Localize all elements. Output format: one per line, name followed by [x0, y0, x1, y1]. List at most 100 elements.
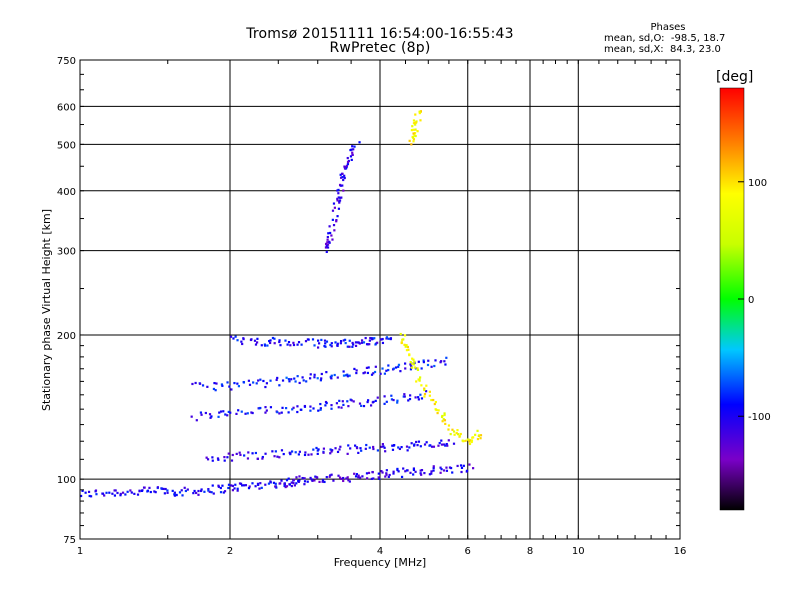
echo-point [183, 486, 186, 489]
echo-point [316, 476, 319, 479]
echo-point [340, 196, 343, 199]
echo-point [383, 402, 386, 405]
echo-point [474, 433, 477, 436]
echo-point [211, 456, 214, 459]
echo-point [281, 379, 285, 382]
echo-point [248, 485, 251, 488]
echo-point [255, 341, 259, 344]
echo-point [342, 374, 346, 377]
echo-point [292, 482, 295, 485]
echo-point [194, 381, 197, 385]
echo-point [387, 368, 390, 372]
echo-point [265, 382, 268, 385]
echo-point [339, 342, 342, 345]
echo-point [221, 484, 224, 487]
echo-point [408, 397, 412, 401]
echo-point [346, 400, 349, 403]
echo-point [385, 369, 388, 372]
echo-point [447, 424, 451, 427]
echo-point [449, 466, 453, 470]
echo-point [444, 422, 447, 426]
echo-point [423, 393, 427, 396]
echo-point [368, 339, 371, 342]
echo-point [411, 125, 414, 128]
echo-point [301, 476, 304, 480]
echo-point [425, 441, 428, 444]
echo-point [322, 447, 326, 450]
echo-point [273, 342, 276, 345]
echo-point [264, 406, 267, 409]
echo-point [230, 484, 233, 487]
echo-point [409, 471, 412, 474]
echo-point [296, 375, 299, 378]
y-tick-label: 100 [57, 475, 76, 486]
echo-point [462, 464, 465, 467]
echo-point [412, 473, 415, 476]
echo-point [288, 380, 291, 383]
echo-point [445, 466, 448, 469]
echo-point [416, 368, 420, 371]
echo-point [372, 400, 375, 403]
echo-point [319, 402, 322, 406]
echo-point [342, 370, 345, 373]
echo-point [387, 364, 390, 367]
echo-point [246, 457, 250, 460]
echo-point [389, 337, 392, 341]
echo-point [116, 491, 119, 495]
echo-point [264, 385, 267, 389]
echo-point [400, 341, 403, 344]
echo-point [304, 451, 307, 454]
colorbar-label: [deg] [716, 69, 754, 85]
echo-point [412, 128, 415, 131]
echo-point [324, 404, 327, 407]
echo-point [336, 189, 339, 192]
echo-point [385, 400, 388, 403]
echo-point [244, 412, 247, 415]
echo-point [403, 343, 406, 346]
echo-point [330, 374, 333, 377]
echo-point [324, 345, 327, 348]
echo-point [419, 445, 422, 448]
echo-point [337, 192, 340, 195]
echo-point [397, 446, 400, 449]
echo-point [449, 433, 452, 436]
echo-point [275, 378, 278, 382]
echo-point [361, 475, 364, 478]
echo-point [281, 406, 284, 409]
echo-point [414, 134, 417, 138]
echo-point [411, 357, 414, 360]
echo-point [210, 491, 213, 494]
echo-point [408, 139, 411, 142]
echo-point [400, 475, 404, 479]
echo-point [413, 366, 416, 369]
echo-point [408, 446, 411, 449]
echo-point [317, 339, 320, 342]
echo-point [313, 373, 316, 376]
echo-point [284, 339, 287, 342]
echo-point [409, 368, 413, 371]
echo-point [341, 184, 344, 187]
echo-point [430, 365, 433, 368]
echo-point [203, 490, 206, 493]
echo-point [362, 372, 365, 375]
echo-point [236, 382, 239, 385]
echo-point [339, 445, 342, 448]
echo-point [287, 477, 290, 480]
echo-point [325, 476, 328, 479]
echo-point [438, 441, 441, 445]
echo-point [215, 382, 218, 385]
echo-point [339, 176, 343, 179]
echo-point [360, 339, 364, 342]
echo-point [432, 398, 435, 402]
echo-point [432, 466, 435, 470]
echo-point [338, 201, 341, 204]
echo-point [355, 369, 358, 372]
echo-point [154, 491, 157, 494]
y-tick-label: 75 [63, 535, 76, 546]
echo-point [247, 451, 250, 454]
echo-point [204, 411, 207, 415]
echo-point [443, 360, 446, 363]
echo-point [385, 336, 389, 339]
echo-point [405, 469, 409, 472]
echo-point [226, 381, 229, 384]
